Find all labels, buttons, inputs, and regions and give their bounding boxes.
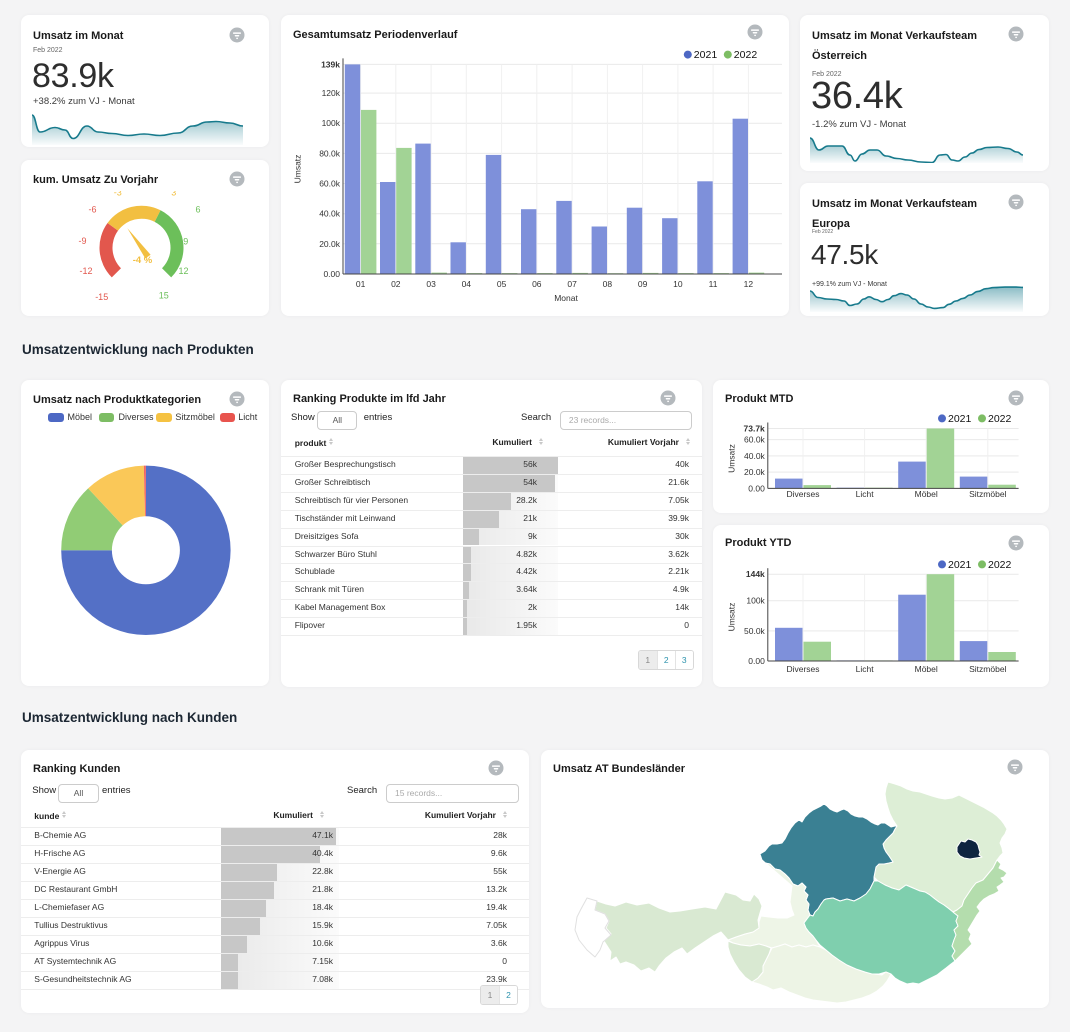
svg-text:20.0k: 20.0k [319,239,341,249]
svg-text:04: 04 [462,279,472,289]
svg-text:20.0k: 20.0k [744,467,766,477]
svg-text:Umsatz: Umsatz [727,603,737,632]
svg-text:Umsatz: Umsatz [727,444,737,473]
svg-text:2021: 2021 [948,559,972,571]
svg-text:Diverses: Diverses [786,489,819,499]
svg-text:2022: 2022 [988,559,1012,571]
svg-text:-9: -9 [78,236,86,246]
svg-text:Diverses: Diverses [786,664,819,674]
svg-text:-3: -3 [114,191,122,198]
svg-text:80.0k: 80.0k [319,148,341,158]
svg-text:03: 03 [426,279,436,289]
svg-text:-4 %: -4 % [133,255,153,266]
svg-text:Möbel: Möbel [915,489,938,499]
svg-text:2022: 2022 [734,49,758,61]
svg-text:Sitzmöbel: Sitzmöbel [969,489,1006,499]
svg-text:05: 05 [497,279,507,289]
svg-text:0.00: 0.00 [323,269,340,279]
svg-text:Möbel: Möbel [915,664,938,674]
svg-text:100k: 100k [322,118,341,128]
svg-text:01: 01 [356,279,366,289]
svg-text:Licht: Licht [856,664,875,674]
svg-text:60.0k: 60.0k [319,179,341,189]
svg-text:2022: 2022 [988,413,1012,425]
svg-text:-12: -12 [79,266,92,276]
svg-text:09: 09 [638,279,648,289]
svg-text:Licht: Licht [856,489,875,499]
svg-text:2021: 2021 [948,413,972,425]
svg-text:-6: -6 [88,205,96,215]
svg-text:9: 9 [183,237,188,247]
svg-text:100k: 100k [746,596,765,606]
svg-text:02: 02 [391,279,401,289]
svg-text:2021: 2021 [694,49,718,61]
svg-text:06: 06 [532,279,542,289]
svg-text:0.00: 0.00 [748,656,765,666]
svg-text:6: 6 [195,205,200,215]
svg-text:Umsatz: Umsatz [293,155,303,184]
svg-text:12: 12 [178,266,188,276]
svg-text:40.0k: 40.0k [319,209,341,219]
svg-text:15: 15 [159,290,169,300]
svg-text:144k: 144k [746,569,765,579]
svg-text:10: 10 [673,279,683,289]
svg-text:40.0k: 40.0k [744,451,766,461]
svg-text:3: 3 [171,191,176,198]
svg-text:50.0k: 50.0k [744,626,766,636]
svg-text:07: 07 [567,279,577,289]
svg-text:12: 12 [744,279,754,289]
svg-text:120k: 120k [322,88,341,98]
svg-text:73.7k: 73.7k [744,424,766,434]
svg-text:-15: -15 [95,292,108,302]
svg-text:139k: 139k [321,59,340,69]
svg-text:60.0k: 60.0k [744,435,766,445]
svg-text:0.00: 0.00 [748,483,765,493]
svg-text:Sitzmöbel: Sitzmöbel [969,664,1006,674]
svg-text:08: 08 [603,279,613,289]
svg-text:11: 11 [709,279,718,289]
